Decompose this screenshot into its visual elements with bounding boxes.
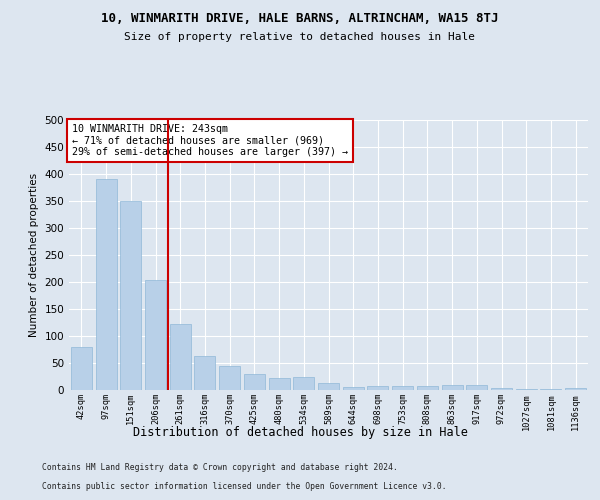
Bar <box>95 180 116 390</box>
Bar <box>442 384 463 390</box>
Bar <box>417 386 438 390</box>
Text: Contains public sector information licensed under the Open Government Licence v3: Contains public sector information licen… <box>42 482 446 491</box>
Bar <box>541 389 562 390</box>
Bar <box>343 387 364 390</box>
Bar <box>145 280 166 390</box>
Bar <box>170 324 191 390</box>
Bar <box>269 378 290 390</box>
Bar <box>516 389 537 390</box>
Bar <box>194 356 215 390</box>
Text: 10 WINMARITH DRIVE: 243sqm
← 71% of detached houses are smaller (969)
29% of sem: 10 WINMARITH DRIVE: 243sqm ← 71% of deta… <box>71 124 347 157</box>
Bar <box>392 386 413 390</box>
Bar <box>565 388 586 390</box>
Y-axis label: Number of detached properties: Number of detached properties <box>29 173 39 337</box>
Bar <box>120 201 141 390</box>
Text: Distribution of detached houses by size in Hale: Distribution of detached houses by size … <box>133 426 467 439</box>
Bar <box>219 366 240 390</box>
Bar <box>71 347 92 390</box>
Text: Contains HM Land Registry data © Crown copyright and database right 2024.: Contains HM Land Registry data © Crown c… <box>42 464 398 472</box>
Bar <box>293 377 314 390</box>
Bar <box>466 384 487 390</box>
Bar <box>244 374 265 390</box>
Bar <box>491 388 512 390</box>
Text: 10, WINMARITH DRIVE, HALE BARNS, ALTRINCHAM, WA15 8TJ: 10, WINMARITH DRIVE, HALE BARNS, ALTRINC… <box>101 12 499 26</box>
Bar <box>318 383 339 390</box>
Text: Size of property relative to detached houses in Hale: Size of property relative to detached ho… <box>125 32 476 42</box>
Bar <box>367 386 388 390</box>
